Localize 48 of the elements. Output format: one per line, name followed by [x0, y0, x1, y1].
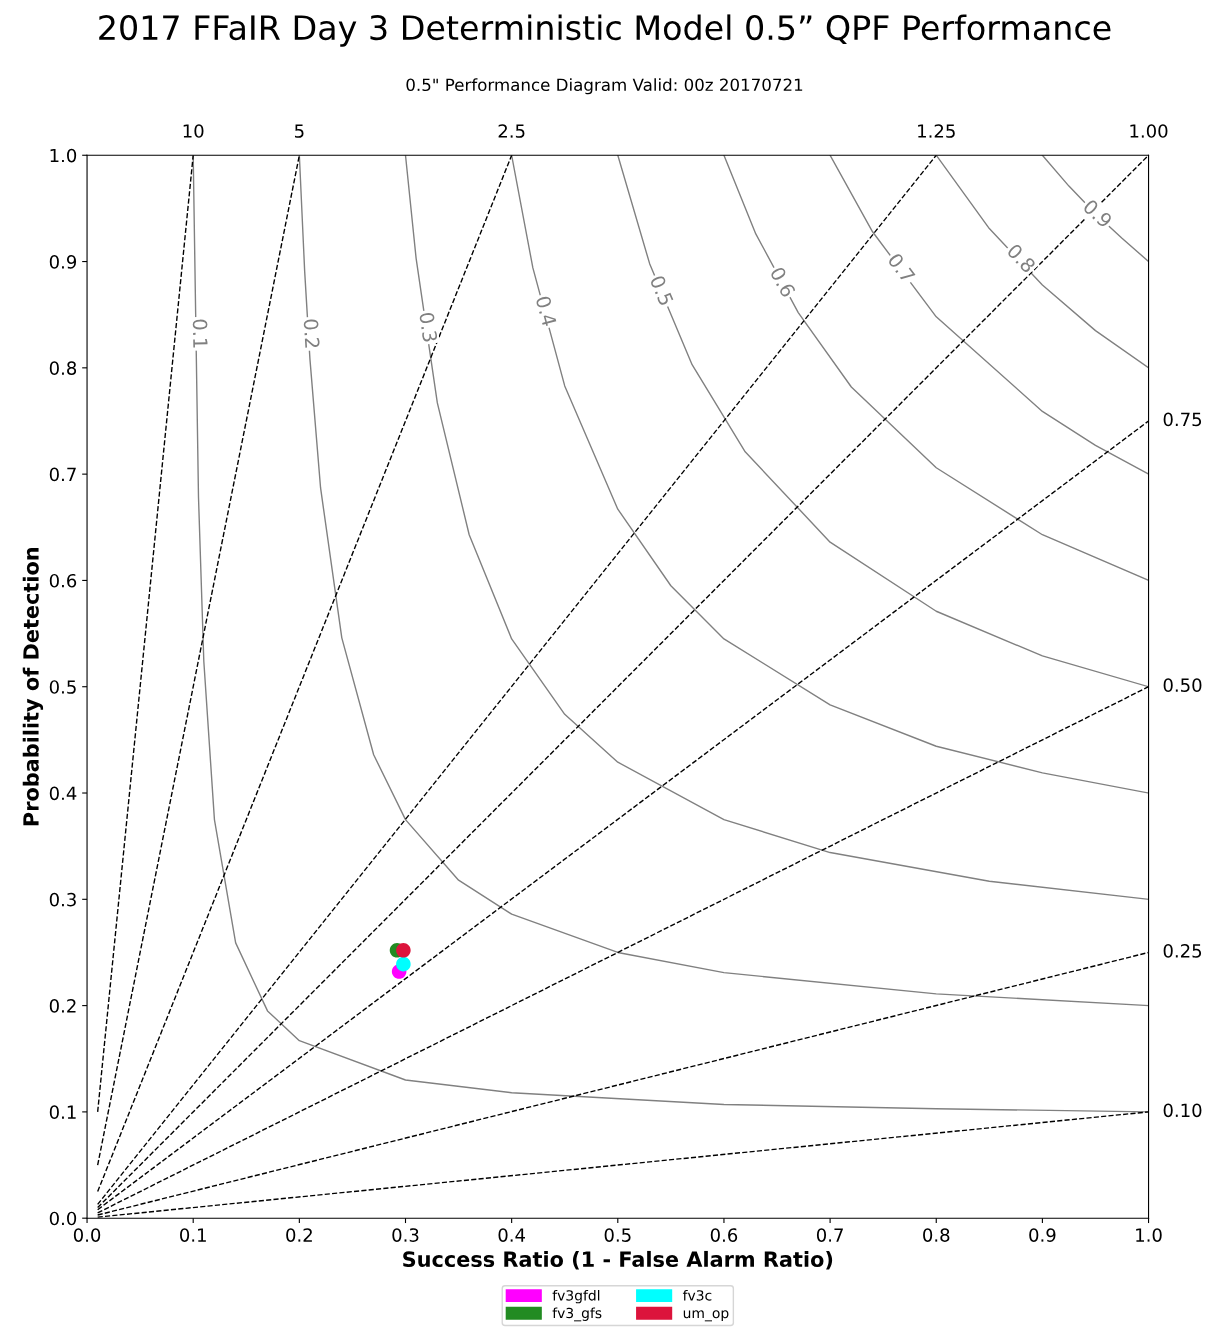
annotation: 0.9: [1082, 198, 1114, 229]
legend-label: fv3_gfs: [552, 1307, 602, 1322]
y-tick-label: 0.6: [49, 573, 77, 588]
x-tick-label: 0.2: [286, 1228, 312, 1242]
annotation: 0.1: [192, 319, 208, 348]
x-tick-label: 0.7: [816, 1228, 843, 1242]
series-label: 0.25: [1163, 944, 1202, 958]
x-tick-label: 0.4: [498, 1228, 525, 1242]
annotation: 0.6: [769, 266, 797, 299]
chart-title: 2017 FFaIR Day 3 Deterministic Model 0.5” QPF Performance: [99, 14, 1111, 47]
x-tick-label: 0.3: [392, 1228, 419, 1242]
legend-label: um_op: [683, 1310, 729, 1322]
y-axis-title: Probability of Detection: [22, 548, 44, 826]
y-tick-label: 0.7: [49, 467, 76, 482]
x-tick-label: 0.6: [710, 1228, 738, 1242]
y-tick-label: 1.0: [50, 148, 77, 163]
y-tick-label: 0.0: [49, 1211, 77, 1226]
x-axis-title: Success Ratio (1 - False Alarm Ratio): [403, 1250, 833, 1270]
series-label: 1.00: [1130, 124, 1168, 138]
annotation: 0.3: [419, 312, 438, 343]
y-tick-label: 0.2: [49, 999, 76, 1013]
y-tick-label: 0.8: [49, 361, 77, 375]
annotation: 0.8: [1006, 242, 1037, 274]
y-tick-label: 0.4: [49, 786, 77, 801]
series-label: 1.25: [918, 124, 955, 138]
series-label: 5: [295, 124, 304, 138]
annotation: 0.5: [649, 274, 674, 307]
x-tick-label: 1.0: [1136, 1228, 1162, 1242]
series-label: 0.50: [1163, 678, 1202, 692]
y-tick-label: 0.5: [49, 680, 76, 694]
series-label: 0.75: [1163, 412, 1202, 427]
series-label: 0.10: [1163, 1103, 1202, 1118]
legend-label: fv3c: [682, 1289, 712, 1301]
legend-label: fv3gfdl: [552, 1289, 600, 1304]
annotation: 0.2: [303, 319, 320, 348]
annotation: 0.4: [535, 295, 558, 327]
y-tick-label: 0.3: [49, 892, 76, 907]
x-tick-label: 0.9: [1029, 1228, 1056, 1242]
x-tick-label: 0.8: [923, 1228, 950, 1242]
y-tick-label: 0.1: [49, 1105, 76, 1120]
x-tick-label: 0.0: [73, 1228, 101, 1242]
series-label: 10: [183, 124, 204, 138]
x-tick-label: 0.5: [604, 1228, 631, 1242]
x-tick-label: 0.1: [180, 1228, 206, 1242]
series-label: 2.5: [498, 124, 525, 138]
annotation: 0.7: [887, 252, 916, 284]
chart-subtitle: 0.5" Performance Diagram Valid: 00z 20170721: [406, 78, 803, 95]
y-tick-label: 0.9: [49, 255, 77, 269]
